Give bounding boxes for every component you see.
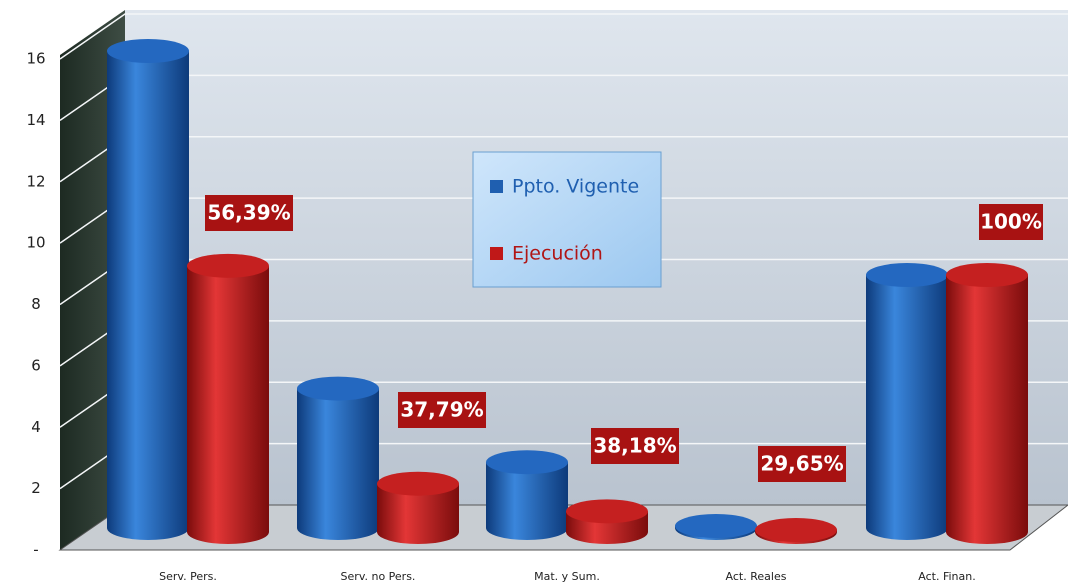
bar-body	[377, 483, 459, 544]
bar-top	[297, 376, 379, 401]
y-tick-label: 10	[26, 234, 45, 252]
grid-line	[59, 13, 1068, 60]
percent-box	[979, 204, 1043, 240]
bar-top	[486, 450, 568, 475]
bar	[297, 376, 379, 540]
legend-swatch	[490, 247, 503, 260]
x-tick-label: Mat. y Sum.	[534, 570, 600, 583]
legend-swatch	[490, 180, 503, 193]
percent-box	[398, 392, 486, 428]
y-tick-label: 14	[26, 111, 45, 129]
bar	[675, 514, 757, 540]
bar-body	[107, 51, 189, 540]
percent-box	[591, 428, 679, 464]
bar	[946, 263, 1028, 544]
y-tick-label: 4	[31, 418, 41, 436]
percent-label: 38,18%	[593, 434, 676, 458]
y-tick-label: 8	[31, 295, 41, 313]
x-tick-label: Serv. no Pers.	[341, 570, 416, 583]
bar-top	[946, 263, 1028, 288]
bar	[187, 253, 269, 544]
bar-top	[866, 263, 948, 288]
bar	[566, 499, 648, 544]
percent-label: 37,79%	[400, 398, 483, 422]
legend-label: Ejecución	[512, 243, 603, 265]
percent-box	[758, 446, 846, 482]
percent-label: 29,65%	[760, 452, 843, 476]
bar	[866, 263, 948, 540]
bar	[377, 471, 459, 544]
x-tick-label: Act. Reales	[726, 570, 787, 583]
x-tick-label: Serv. Pers.	[159, 570, 217, 583]
bar-body	[486, 462, 568, 540]
bar	[107, 39, 189, 540]
bar	[755, 518, 837, 544]
bar-top	[566, 499, 648, 524]
bar-top	[755, 518, 837, 542]
y-tick-label: 2	[31, 479, 41, 497]
x-tick-label: Act. Finan.	[918, 570, 975, 583]
legend-label: Ppto. Vigente	[512, 176, 639, 198]
legend-box	[472, 151, 662, 288]
bar-top	[107, 39, 189, 63]
y-tick-label: -	[33, 541, 38, 559]
y-tick-label: 6	[31, 356, 41, 374]
bar-top	[377, 471, 459, 496]
bar-top	[187, 253, 269, 278]
percent-label: 56,39%	[207, 201, 290, 225]
y-tick-label: 16	[26, 50, 45, 68]
bar-body	[946, 275, 1028, 544]
bar	[486, 450, 568, 540]
bar-body	[297, 388, 379, 540]
bar-body	[866, 275, 948, 540]
bar-body	[187, 265, 269, 544]
bar-top	[675, 514, 757, 538]
percent-label: 100%	[980, 210, 1042, 234]
y-tick-label: 12	[26, 172, 45, 190]
percent-box	[205, 195, 293, 231]
